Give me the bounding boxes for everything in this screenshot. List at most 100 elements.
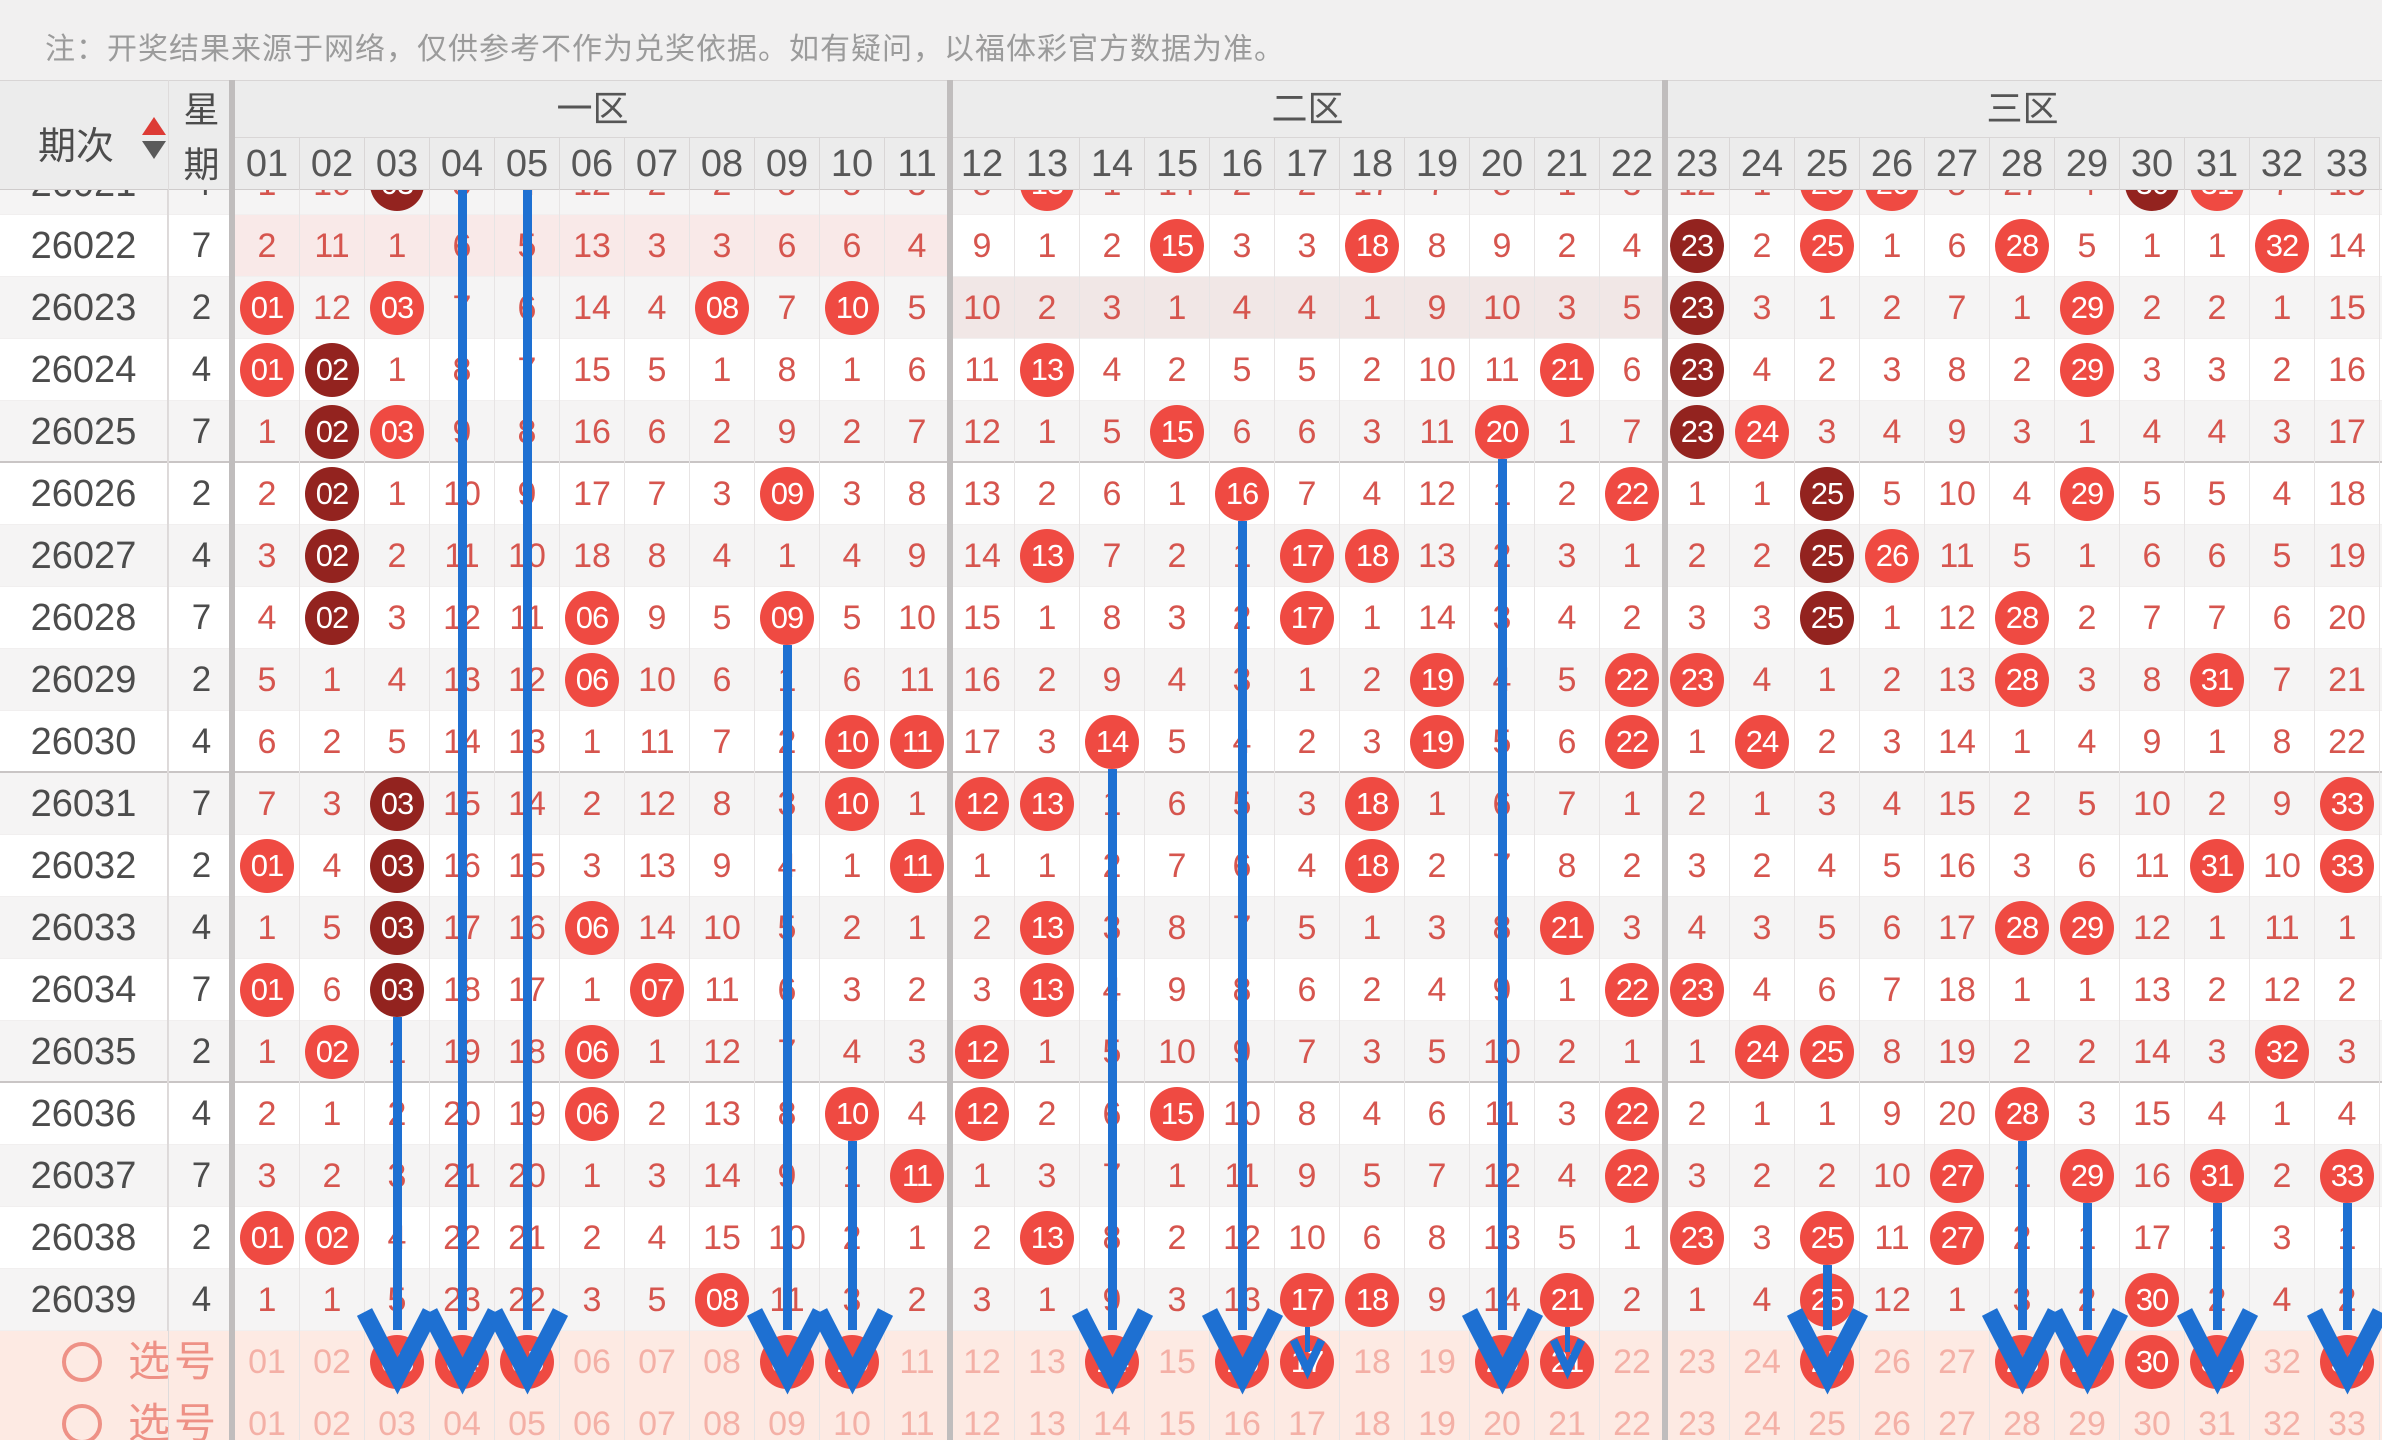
pick-number-18[interactable]: 18 [1340,1393,1405,1440]
pick-number-06[interactable]: 06 [560,1331,625,1393]
pick-number-29[interactable]: 29 [2055,1331,2120,1393]
miss-cell: 5 [1275,339,1340,401]
pick-number-30[interactable]: 30 [2120,1393,2185,1440]
pick-number-14[interactable]: 14 [1080,1393,1145,1440]
pick-number-10[interactable]: 10 [820,1393,885,1440]
pick-number-07[interactable]: 07 [625,1393,690,1440]
pick-number-19[interactable]: 19 [1405,1393,1470,1440]
pick-number-06[interactable]: 06 [560,1393,625,1440]
sort-icons[interactable] [142,117,166,161]
pick-number-16[interactable]: 16 [1210,1393,1275,1440]
picked-ball[interactable]: 16 [1215,1335,1269,1389]
pick-number-29[interactable]: 29 [2055,1393,2120,1440]
pick-number-27[interactable]: 27 [1925,1331,1990,1393]
pick-number-15[interactable]: 15 [1145,1393,1210,1440]
pick-number-19[interactable]: 19 [1405,1331,1470,1393]
selection-radio[interactable] [62,1342,102,1382]
pick-number-13[interactable]: 13 [1015,1331,1080,1393]
column-header-12: 12 [950,137,1015,190]
picked-ball[interactable]: 25 [1800,1335,1854,1389]
pick-number-11[interactable]: 11 [885,1331,950,1393]
miss-cell: 2 [560,1207,625,1269]
picked-ball[interactable]: 03 [370,1335,424,1389]
pick-number-17[interactable]: 17 [1275,1393,1340,1440]
pick-number-01[interactable]: 01 [235,1393,300,1440]
pick-number-05[interactable]: 05 [495,1393,560,1440]
pick-number-13[interactable]: 13 [1015,1393,1080,1440]
pick-number-33[interactable]: 33 [2315,1331,2380,1393]
pick-number-23[interactable]: 23 [1665,1393,1730,1440]
sort-desc-icon[interactable] [142,141,166,159]
pick-number-27[interactable]: 27 [1925,1393,1990,1440]
pick-number-03[interactable]: 03 [365,1393,430,1440]
pick-number-18[interactable]: 18 [1340,1331,1405,1393]
picked-ball[interactable]: 33 [2320,1335,2374,1389]
pick-number-02[interactable]: 02 [300,1331,365,1393]
pick-number-28[interactable]: 28 [1990,1393,2055,1440]
pick-number-24[interactable]: 24 [1730,1331,1795,1393]
pick-number-21[interactable]: 21 [1535,1331,1600,1393]
miss-cell: 4 [1145,649,1210,711]
weekday-cell: 7 [191,970,212,1009]
period-sort-header[interactable]: 期次 [0,81,168,191]
sort-asc-icon[interactable] [142,117,166,135]
pick-number-33[interactable]: 33 [2315,1393,2380,1440]
picked-ball[interactable]: 20 [1475,1335,1529,1389]
pick-number-04[interactable]: 04 [430,1331,495,1393]
picked-ball[interactable]: 21 [1540,1335,1594,1389]
pick-number-09[interactable]: 09 [755,1393,820,1440]
pick-number-12[interactable]: 12 [950,1393,1015,1440]
pick-number-22[interactable]: 22 [1600,1331,1665,1393]
pick-number-16[interactable]: 16 [1210,1331,1275,1393]
pick-number-20[interactable]: 20 [1470,1393,1535,1440]
pick-number-14[interactable]: 14 [1080,1331,1145,1393]
picked-ball[interactable]: 28 [1995,1335,2049,1389]
pick-number-11[interactable]: 11 [885,1393,950,1440]
pick-number-01[interactable]: 01 [235,1331,300,1393]
pick-number-21[interactable]: 21 [1535,1393,1600,1440]
pick-number-26[interactable]: 26 [1860,1331,1925,1393]
pick-number-32[interactable]: 32 [2250,1331,2315,1393]
picked-ball[interactable]: 17 [1280,1335,1334,1389]
pick-number-08[interactable]: 08 [690,1393,755,1440]
pick-number-04[interactable]: 04 [430,1393,495,1440]
pick-number-25[interactable]: 25 [1795,1331,1860,1393]
pick-number-26[interactable]: 26 [1860,1393,1925,1440]
selection-radio[interactable] [62,1404,102,1440]
pick-number-24[interactable]: 24 [1730,1393,1795,1440]
picked-ball[interactable]: 04 [435,1335,489,1389]
pick-number-07[interactable]: 07 [625,1331,690,1393]
pick-number-25[interactable]: 25 [1795,1393,1860,1440]
picked-ball[interactable]: 30 [2125,1335,2179,1389]
pick-number-20[interactable]: 20 [1470,1331,1535,1393]
pick-number-32[interactable]: 32 [2250,1393,2315,1440]
picked-ball[interactable]: 14 [1085,1335,1139,1389]
drawn-ball: 17 [1280,529,1334,583]
picked-ball[interactable]: 05 [500,1335,554,1389]
picked-ball[interactable]: 31 [2190,1335,2244,1389]
pick-number-12[interactable]: 12 [950,1331,1015,1393]
miss-cell: 2 [1015,1083,1080,1145]
pick-number-08[interactable]: 08 [690,1331,755,1393]
pick-number-23[interactable]: 23 [1665,1331,1730,1393]
pick-number-28[interactable]: 28 [1990,1331,2055,1393]
pick-number-02[interactable]: 02 [300,1393,365,1440]
miss-cell: 9 [1145,959,1210,1021]
pick-number-31[interactable]: 31 [2185,1393,2250,1440]
pick-number-03[interactable]: 03 [365,1331,430,1393]
picked-ball[interactable]: 09 [760,1335,814,1389]
pick-number-31[interactable]: 31 [2185,1331,2250,1393]
picked-ball[interactable]: 10 [825,1335,879,1389]
pick-number-22[interactable]: 22 [1600,1393,1665,1440]
pick-number-09[interactable]: 09 [755,1331,820,1393]
pick-number-05[interactable]: 05 [495,1331,560,1393]
miss-cell: 3 [1730,1207,1795,1269]
pick-number-17[interactable]: 17 [1275,1331,1340,1393]
picked-ball[interactable]: 29 [2060,1335,2114,1389]
pick-number-15[interactable]: 15 [1145,1331,1210,1393]
miss-cell: 12 [1405,463,1470,525]
pick-number-30[interactable]: 30 [2120,1331,2185,1393]
pick-number-10[interactable]: 10 [820,1331,885,1393]
period-label: 期次 [38,126,115,168]
miss-cell: 25 [1795,463,1860,525]
